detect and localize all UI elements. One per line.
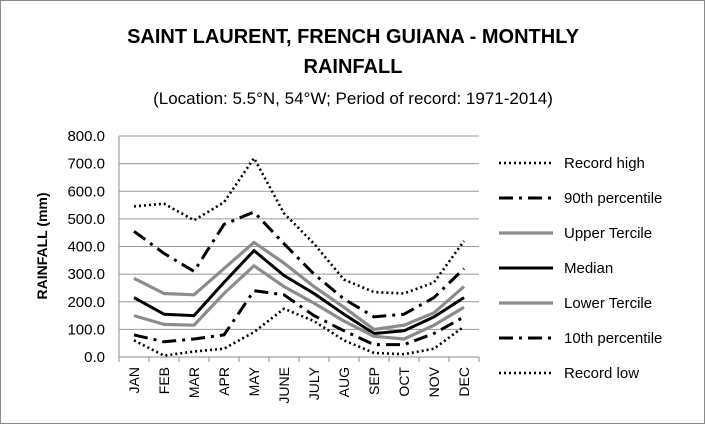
y-tick-label: 500.0: [67, 211, 105, 228]
series-line-lower-tercile: [133, 264, 465, 341]
y-axis-label: RAINFALL (mm): [34, 192, 50, 299]
x-tick-label: OCT: [396, 367, 412, 397]
x-tick-label: JAN: [126, 367, 142, 393]
chart-subtitle: (Location: 5.5°N, 54°W; Period of record…: [153, 89, 553, 108]
chart-title-line-1: SAINT LAURENT, FRENCH GUIANA - MONTHLY: [127, 26, 580, 48]
series-line-upper-tercile: [133, 240, 466, 331]
x-tick-label: APR: [216, 367, 232, 396]
x-tick-labels: JAN FEB MAR APR MAY JUNE JULY AUG SEP OCT NOV DEC: [126, 366, 472, 403]
y-tick-label: 100.0: [67, 321, 105, 338]
gridlines: [118, 135, 480, 362]
series-line-10th-percentile: [133, 289, 465, 347]
x-tick-label: DEC: [456, 367, 472, 397]
x-tick-label: JUNE: [276, 367, 292, 404]
x-tick-label: MAY: [246, 366, 262, 396]
y-tick-label: 700.0: [67, 156, 105, 173]
legend-label-median: Median: [564, 260, 613, 277]
legend-label-record-high: Record high: [564, 155, 645, 172]
y-tick-label: 600.0: [67, 183, 105, 200]
legend: Record high 90th percentile Upper Tercile M…: [499, 155, 662, 382]
series-line-record-high: [133, 156, 466, 295]
x-tick-label: NOV: [426, 366, 442, 397]
series-lines: [133, 156, 466, 357]
series-line-median: [133, 249, 465, 335]
chart-title-line-2: RAINFALL: [304, 56, 403, 78]
x-tick-label: FEB: [156, 367, 172, 394]
y-tick-label: 400.0: [67, 239, 105, 256]
x-tick-label: AUG: [336, 367, 352, 397]
y-tick-label: 300.0: [67, 266, 105, 283]
y-tick-label: 0.0: [84, 349, 105, 366]
legend-label-90th-percentile: 90th percentile: [564, 190, 662, 207]
x-tick-label: JULY: [306, 366, 322, 400]
legend-label-upper-tercile: Upper Tercile: [564, 225, 652, 242]
legend-label-record-low: Record low: [564, 365, 639, 382]
y-tick-label: 200.0: [67, 294, 105, 311]
y-tick-labels: 0.0 100.0 200.0 300.0 400.0 500.0 600.0 700.0 80…: [67, 128, 105, 366]
series-line-90th-percentile: [133, 210, 466, 319]
legend-label-10th-percentile: 10th percentile: [564, 330, 662, 347]
y-tick-label: 800.0: [67, 128, 105, 145]
x-tick-label: SEP: [366, 367, 382, 395]
legend-label-lower-tercile: Lower Tercile: [564, 295, 652, 312]
x-tick-label: MAR: [186, 367, 202, 398]
